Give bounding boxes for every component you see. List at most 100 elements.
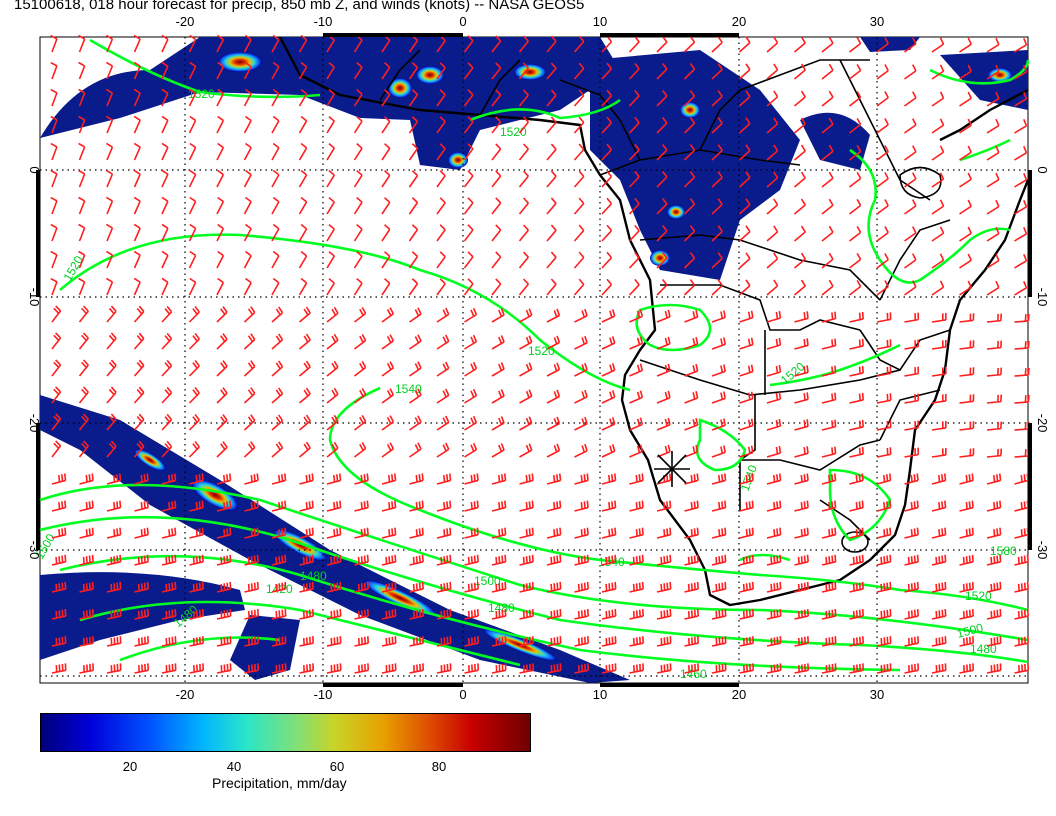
wind-barb	[408, 148, 419, 161]
wind-barb-flag	[523, 35, 529, 42]
wind-barb-flag	[91, 527, 94, 535]
wind-barb	[188, 93, 197, 107]
wind-barb	[381, 201, 391, 215]
wind-barb-flag	[834, 392, 837, 400]
wind-barb-flag	[359, 362, 364, 370]
wind-barb	[1014, 71, 1027, 80]
wind-barb	[78, 254, 86, 269]
lon-tick-label: 20	[732, 14, 746, 29]
wind-barb-flag	[606, 62, 613, 70]
wind-barb-flag	[272, 169, 280, 176]
wind-barb-flag	[661, 62, 668, 70]
wind-barb-flag	[833, 473, 837, 481]
wind-barb	[133, 254, 141, 269]
wind-barb-flag	[1026, 527, 1029, 535]
wind-barb-flag	[669, 527, 672, 535]
wind-barb	[601, 41, 613, 53]
wind-barb-flag	[247, 389, 254, 397]
wind-barb-flag	[140, 583, 143, 591]
wind-barb-flag	[611, 444, 616, 452]
wind-barb-flag	[861, 473, 864, 481]
wind-barb-flag	[800, 529, 803, 537]
wind-barb-flag	[495, 583, 498, 592]
wind-barb-flag	[333, 556, 336, 564]
wind-barb-flag	[993, 556, 996, 564]
wind-barb-flag	[366, 500, 369, 508]
wind-barb	[849, 123, 862, 134]
wind-barb-flag	[272, 196, 280, 203]
wind-barb-flag	[105, 115, 113, 121]
wind-barb-flag	[689, 252, 696, 259]
wind-barb-flag	[717, 63, 723, 70]
wind-barb-flag	[669, 554, 672, 562]
wind-barb	[959, 232, 972, 242]
wind-barb-flag	[81, 334, 87, 342]
wind-barb-flag	[498, 336, 503, 344]
wind-barb-flag	[696, 500, 699, 508]
wind-barb-flag	[164, 335, 171, 342]
wind-barb-flag	[861, 500, 864, 508]
wind-barb	[546, 229, 557, 242]
wind-barb-flag	[250, 387, 256, 394]
contour-label: 1520	[965, 589, 992, 603]
wind-barb-flag	[667, 417, 671, 425]
wind-barb	[298, 66, 308, 80]
wind-barb-flag	[82, 440, 89, 447]
wind-barb-flag	[495, 224, 502, 231]
wind-barb-flag	[61, 528, 64, 536]
wind-barb	[243, 282, 252, 296]
wind-barb-flag	[827, 474, 831, 483]
wind-barb	[849, 69, 862, 80]
wind-barb-flag	[553, 556, 556, 564]
wind-barb-flag	[855, 583, 858, 591]
wind-barb-flag	[556, 501, 559, 509]
wind-barb-flag	[110, 386, 117, 393]
wind-barb-flag	[245, 142, 252, 149]
wind-barb-flag	[773, 63, 779, 71]
wind-barb-flag	[775, 419, 779, 427]
wind-barb-flag	[886, 555, 889, 563]
wind-barb-flag	[861, 446, 864, 455]
wind-barb-flag	[418, 528, 421, 536]
wind-barb-flag	[331, 416, 337, 424]
wind-barb-flag	[995, 118, 1000, 126]
wind-barb-flag	[85, 502, 88, 510]
wind-barb-flag	[856, 171, 862, 179]
wind-barb-flag	[470, 336, 475, 344]
wind-barb-flag	[195, 474, 198, 483]
wind-barb-flag	[305, 306, 311, 314]
wind-barb-flag	[333, 387, 339, 395]
wind-barb-flag	[250, 529, 253, 537]
wind-barb-flag	[418, 474, 421, 482]
wind-barb-flag	[198, 501, 201, 509]
contour-label: 1580	[990, 544, 1017, 558]
wind-barb-flag	[161, 88, 169, 94]
wind-barb	[436, 256, 446, 269]
wind-barb	[959, 286, 972, 296]
wind-barb-flag	[388, 529, 391, 537]
wind-barb-flag	[272, 115, 280, 122]
wind-barb	[491, 67, 502, 80]
wind-barb-flag	[245, 34, 252, 41]
wind-barb-flag	[669, 581, 672, 590]
wind-barb-flag	[610, 474, 614, 482]
wind-barb-flag	[660, 556, 663, 564]
wind-barb	[573, 67, 585, 80]
wind-barb-flag	[220, 556, 223, 564]
wind-barb-flag	[968, 501, 971, 509]
wind-barb-flag	[328, 142, 335, 149]
wind-barb-flag	[256, 581, 259, 590]
wind-barb-flag	[189, 277, 197, 284]
wind-barb-flag	[606, 278, 613, 286]
colorbar-tick: 60	[329, 759, 345, 774]
wind-barb	[738, 258, 751, 269]
wind-barb-flag	[201, 554, 204, 562]
wind-barb-flag	[641, 527, 644, 535]
wind-barb-flag	[138, 359, 145, 367]
wind-barb-flag	[692, 311, 696, 319]
wind-barb	[959, 124, 972, 134]
wind-barb-flag	[192, 416, 198, 423]
wind-barb	[959, 178, 972, 188]
wind-barb-flag	[476, 527, 479, 535]
wind-barb-flag	[831, 339, 834, 347]
